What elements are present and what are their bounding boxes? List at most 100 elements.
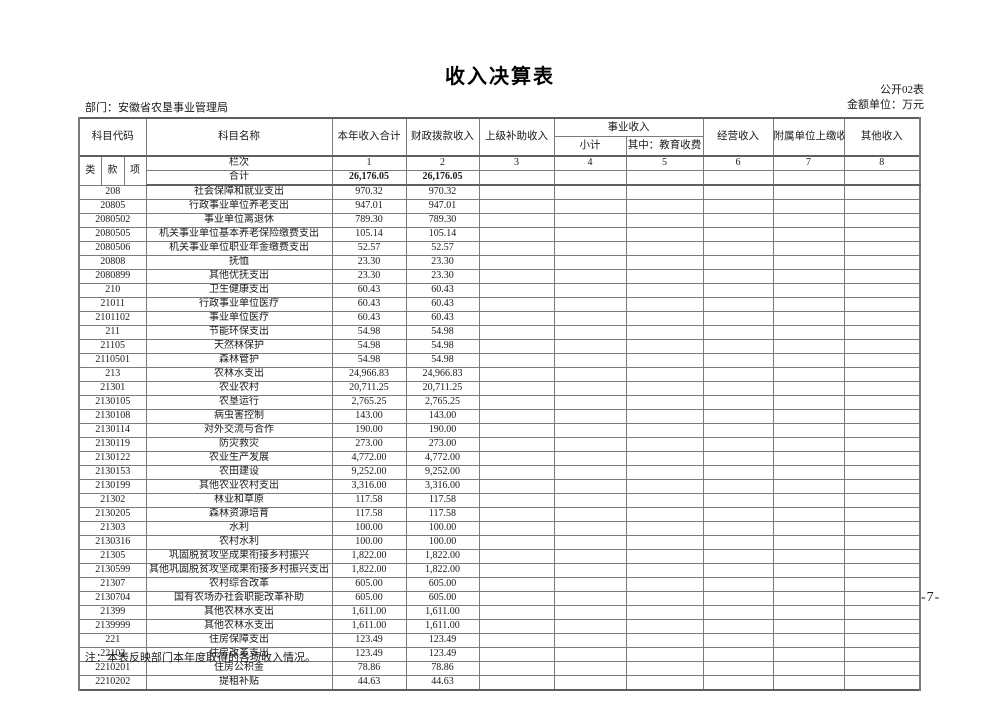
header-other-income: 其他收入 [843, 117, 921, 157]
education-fee-cell [625, 675, 704, 691]
header-subject-code: 科目代码 [78, 117, 147, 157]
column-number: 5 [625, 155, 704, 171]
superior-subsidy-cell [478, 451, 555, 466]
fiscal-income-cell: 54.98 [405, 339, 480, 354]
operating-income-cell [702, 297, 774, 312]
business-subtotal-cell [553, 619, 627, 634]
table-row: 2139999 其他农林水支出 1,611.00 1,611.00 [78, 619, 921, 634]
header-subject-name: 科目名称 [145, 117, 333, 157]
subject-name-cell: 森林资源培育 [145, 507, 333, 522]
other-income-cell [843, 269, 921, 284]
header-business-subtotal: 小计 [553, 136, 627, 157]
subject-name-cell: 森林管护 [145, 353, 333, 368]
subject-name-cell: 机关事业单位职业年金缴费支出 [145, 241, 333, 256]
superior-subsidy-cell [478, 283, 555, 298]
education-fee-cell [625, 409, 704, 424]
total-income-cell: 605.00 [331, 577, 407, 592]
affiliated-income-cell [772, 311, 845, 326]
table-body: 208 社会保障和就业支出 970.32 970.32 20805 行政事业单位养老支出 9… [78, 184, 921, 691]
education-fee-cell [625, 381, 704, 396]
education-fee-cell [625, 184, 704, 200]
operating-income-cell [702, 479, 774, 494]
table-row: 21399 其他农林水支出 1,611.00 1,611.00 [78, 605, 921, 620]
other-income-cell [843, 619, 921, 634]
subject-code-cell: 2130599 [78, 563, 147, 578]
table-row: 2130599 其他巩固脱贫攻坚成果衔接乡村振兴支出 1,822.00 1,822.0… [78, 563, 921, 578]
subject-code-cell: 2080502 [78, 213, 147, 228]
education-fee-cell [625, 227, 704, 242]
affiliated-income-cell [772, 675, 845, 691]
superior-subsidy-cell [478, 255, 555, 270]
subject-name-cell: 事业单位离退休 [145, 213, 333, 228]
operating-income-cell [702, 395, 774, 410]
subject-code-cell: 21105 [78, 339, 147, 354]
table-code-label: 公开02表 [880, 84, 924, 96]
superior-subsidy-cell [478, 661, 555, 676]
education-fee-cell [625, 339, 704, 354]
affiliated-income-cell [772, 507, 845, 522]
superior-subsidy-cell [478, 297, 555, 312]
superior-subsidy-cell [478, 339, 555, 354]
business-subtotal-cell [553, 367, 627, 382]
table-row: 208 社会保障和就业支出 970.32 970.32 [78, 184, 921, 200]
subject-name-cell: 农业农村 [145, 381, 333, 396]
education-fee-cell [625, 325, 704, 340]
fiscal-income-cell: 605.00 [405, 591, 480, 606]
subject-code-cell: 21303 [78, 521, 147, 536]
operating-income-cell [702, 577, 774, 592]
superior-subsidy-cell [478, 325, 555, 340]
operating-income-cell [702, 605, 774, 620]
header-row-2: 小计 其中：教育收费 [79, 136, 920, 157]
header-code-section: 款 [100, 155, 125, 186]
header-code-class: 类 [78, 155, 102, 186]
header-fiscal-income: 财政拨款收入 [405, 117, 480, 157]
business-subtotal-cell [553, 675, 627, 691]
total-income-cell: 3,316.00 [331, 479, 407, 494]
affiliated-income-cell [772, 297, 845, 312]
other-income-cell [843, 675, 921, 691]
affiliated-income-cell [772, 535, 845, 550]
fiscal-income-cell: 100.00 [405, 521, 480, 536]
table-row: 21307 农村综合改革 605.00 605.00 [78, 577, 921, 592]
column-number: 4 [553, 155, 627, 171]
other-income-cell [843, 437, 921, 452]
grand-total-affiliated [772, 170, 845, 186]
other-income-cell [843, 591, 921, 606]
operating-income-cell [702, 255, 774, 270]
operating-income-cell [702, 451, 774, 466]
business-subtotal-cell [553, 409, 627, 424]
business-subtotal-cell [553, 184, 627, 200]
column-index-label: 栏次 [145, 155, 333, 171]
affiliated-income-cell [772, 423, 845, 438]
total-income-cell: 54.98 [331, 325, 407, 340]
subject-name-cell: 农垦运行 [145, 395, 333, 410]
table-row: 21301 农业农村 20,711.25 20,711.25 [78, 381, 921, 396]
fiscal-income-cell: 54.98 [405, 353, 480, 368]
total-income-cell: 60.43 [331, 297, 407, 312]
unit-label: 金额单位：万元 [847, 99, 924, 111]
grand-total-label: 合计 [145, 170, 333, 186]
education-fee-cell [625, 563, 704, 578]
operating-income-cell [702, 493, 774, 508]
superior-subsidy-cell [478, 619, 555, 634]
affiliated-income-cell [772, 577, 845, 592]
business-subtotal-cell [553, 451, 627, 466]
education-fee-cell [625, 367, 704, 382]
table-row: 211 节能环保支出 54.98 54.98 [78, 325, 921, 340]
subject-name-cell: 其他农业农村支出 [145, 479, 333, 494]
total-income-cell: 1,611.00 [331, 605, 407, 620]
fiscal-income-cell: 273.00 [405, 437, 480, 452]
subject-code-cell: 21305 [78, 549, 147, 564]
table-row: 21105 天然林保护 54.98 54.98 [78, 339, 921, 354]
education-fee-cell [625, 213, 704, 228]
fiscal-income-cell: 4,772.00 [405, 451, 480, 466]
header-business-income: 事业收入 [553, 117, 704, 137]
business-subtotal-cell [553, 507, 627, 522]
other-income-cell [843, 311, 921, 326]
table-row: 21011 行政事业单位医疗 60.43 60.43 [78, 297, 921, 312]
table-row: 20805 行政事业单位养老支出 947.01 947.01 [78, 199, 921, 214]
total-income-cell: 24,966.83 [331, 367, 407, 382]
education-fee-cell [625, 437, 704, 452]
business-subtotal-cell [553, 269, 627, 284]
subject-code-cell: 2080899 [78, 269, 147, 284]
